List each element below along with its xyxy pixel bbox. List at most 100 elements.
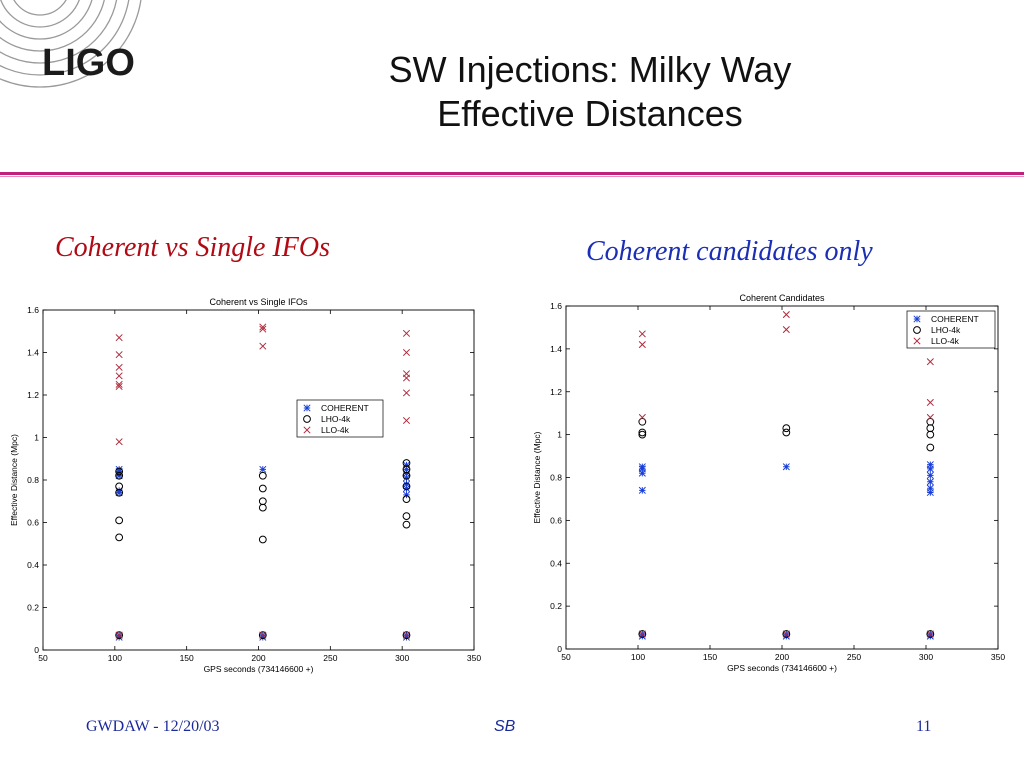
- llo-4k-point: [115, 351, 123, 359]
- llo-4k-point: [402, 389, 411, 397]
- llo-4k-point: [638, 630, 646, 638]
- x-tick-label: 200: [251, 653, 265, 663]
- y-tick-label: 1.6: [550, 301, 562, 311]
- coherent-point: [638, 469, 646, 477]
- chart-coherent-candidates: Coherent Candidates 50 100 150 200 250 300 350 0…: [532, 293, 1005, 673]
- y-tick-label: 0.2: [27, 603, 39, 613]
- lho-4k-point: [258, 631, 267, 640]
- y-tick-label: 0.2: [550, 601, 562, 611]
- y-tick-label: 1.4: [27, 348, 39, 358]
- legend-marker: [303, 415, 311, 423]
- lho-4k-point: [926, 443, 935, 452]
- llo-4k-point: [638, 341, 646, 349]
- lho-4k-point: [115, 467, 124, 476]
- lho-4k-point: [402, 459, 411, 467]
- lho-4k-point: [115, 471, 124, 480]
- llo-4k-point: [638, 413, 646, 422]
- y-tick-label: 0: [34, 645, 39, 655]
- x-tick-label: 350: [991, 652, 1005, 662]
- y-tick-label: 1: [34, 433, 39, 443]
- coherent-point: [259, 465, 267, 473]
- x-tick-label: 50: [561, 652, 571, 662]
- lho-4k-point: [115, 516, 124, 525]
- llo-4k-point: [402, 329, 411, 337]
- legend-box: [296, 399, 384, 438]
- coherent-point: [402, 470, 411, 478]
- y-tick-label: 1.6: [27, 305, 39, 315]
- x-tick-label: 200: [775, 652, 789, 662]
- llo-4k-point: [926, 630, 934, 638]
- lho-4k-point: [638, 428, 647, 437]
- coherent-point: [638, 463, 646, 471]
- lho-4k-point: [258, 484, 267, 493]
- llo-4k-point: [115, 438, 123, 446]
- coherent-point: [402, 465, 411, 473]
- lho-4k-point: [638, 630, 647, 638]
- legend-label: LLO-4k: [321, 425, 350, 435]
- coherent-point: [926, 478, 934, 486]
- x-tick-label: 300: [395, 653, 409, 663]
- y-tick-label: 0: [557, 644, 562, 654]
- data-points: [115, 323, 411, 641]
- coherent-point: [926, 465, 934, 473]
- title-line-1: SW Injections: Milky Way: [388, 49, 792, 90]
- legend-marker: [913, 326, 921, 334]
- llo-4k-point: [259, 342, 267, 350]
- chart-coherent-vs-single: Coherent vs Single IFOs 50 100 150 200 250 300…: [9, 297, 481, 674]
- llo-4k-point: [402, 631, 411, 639]
- legend-marker: [913, 337, 921, 345]
- y-tick-label: 0.8: [550, 473, 562, 483]
- right-subtitle: Coherent candidates only: [586, 236, 873, 267]
- llo-4k-point: [259, 325, 267, 333]
- lho-4k-point: [782, 424, 791, 433]
- llo-4k-point: [115, 363, 123, 371]
- lho-4k-point: [402, 512, 411, 521]
- lho-4k-point: [402, 520, 411, 529]
- y-tick-label: 0.4: [550, 558, 562, 568]
- y-tick-label: 0.8: [27, 475, 39, 485]
- x-tick-label: 100: [631, 652, 645, 662]
- x-tick-label: 350: [467, 653, 481, 663]
- coherent-point: [402, 491, 411, 499]
- coherent-point: [402, 480, 411, 488]
- llo-4k-point: [926, 358, 934, 366]
- lho-4k-point: [402, 631, 411, 640]
- y-tick-label: 1.4: [550, 344, 562, 354]
- y-tick-label: 1.2: [550, 387, 562, 397]
- lho-4k-point: [402, 495, 411, 504]
- x-tick-label: 150: [703, 652, 717, 662]
- chart-title: Coherent vs Single IFOs: [209, 297, 308, 307]
- lho-4k-point: [782, 630, 791, 638]
- y-tick-label: 0.6: [27, 518, 39, 528]
- coherent-point: [638, 486, 646, 494]
- footer-page-number: 11: [916, 718, 932, 735]
- lho-4k-point: [782, 428, 791, 437]
- llo-4k-point: [782, 311, 790, 319]
- llo-4k-point: [926, 398, 934, 407]
- title-line-2: Effective Distances: [437, 93, 743, 134]
- lho-4k-point: [115, 482, 124, 491]
- coherent-point: [926, 461, 934, 469]
- llo-4k-point: [115, 334, 123, 342]
- llo-4k-point: [782, 630, 790, 638]
- coherent-point: [402, 461, 411, 469]
- x-axis-label: GPS seconds (734146600 +): [204, 664, 314, 674]
- llo-4k-point: [402, 348, 411, 357]
- x-tick-label: 250: [323, 653, 337, 663]
- coherent-point: [115, 487, 123, 495]
- x-tick-label: 100: [108, 653, 122, 663]
- x-tick-label: 250: [847, 652, 861, 662]
- coherent-point: [402, 484, 411, 493]
- llo-4k-point: [115, 372, 123, 380]
- plot-frame: [42, 309, 475, 651]
- title-divider: [0, 172, 1024, 175]
- legend-marker: [913, 315, 921, 323]
- y-tick-label: 1: [557, 430, 562, 440]
- lho-4k-point: [926, 417, 935, 426]
- x-axis-label: GPS seconds (734146600 +): [727, 663, 837, 673]
- llo-4k-point: [402, 416, 411, 425]
- llo-4k-point: [402, 370, 411, 378]
- lho-4k-point: [638, 417, 647, 426]
- llo-4k-point: [638, 330, 646, 338]
